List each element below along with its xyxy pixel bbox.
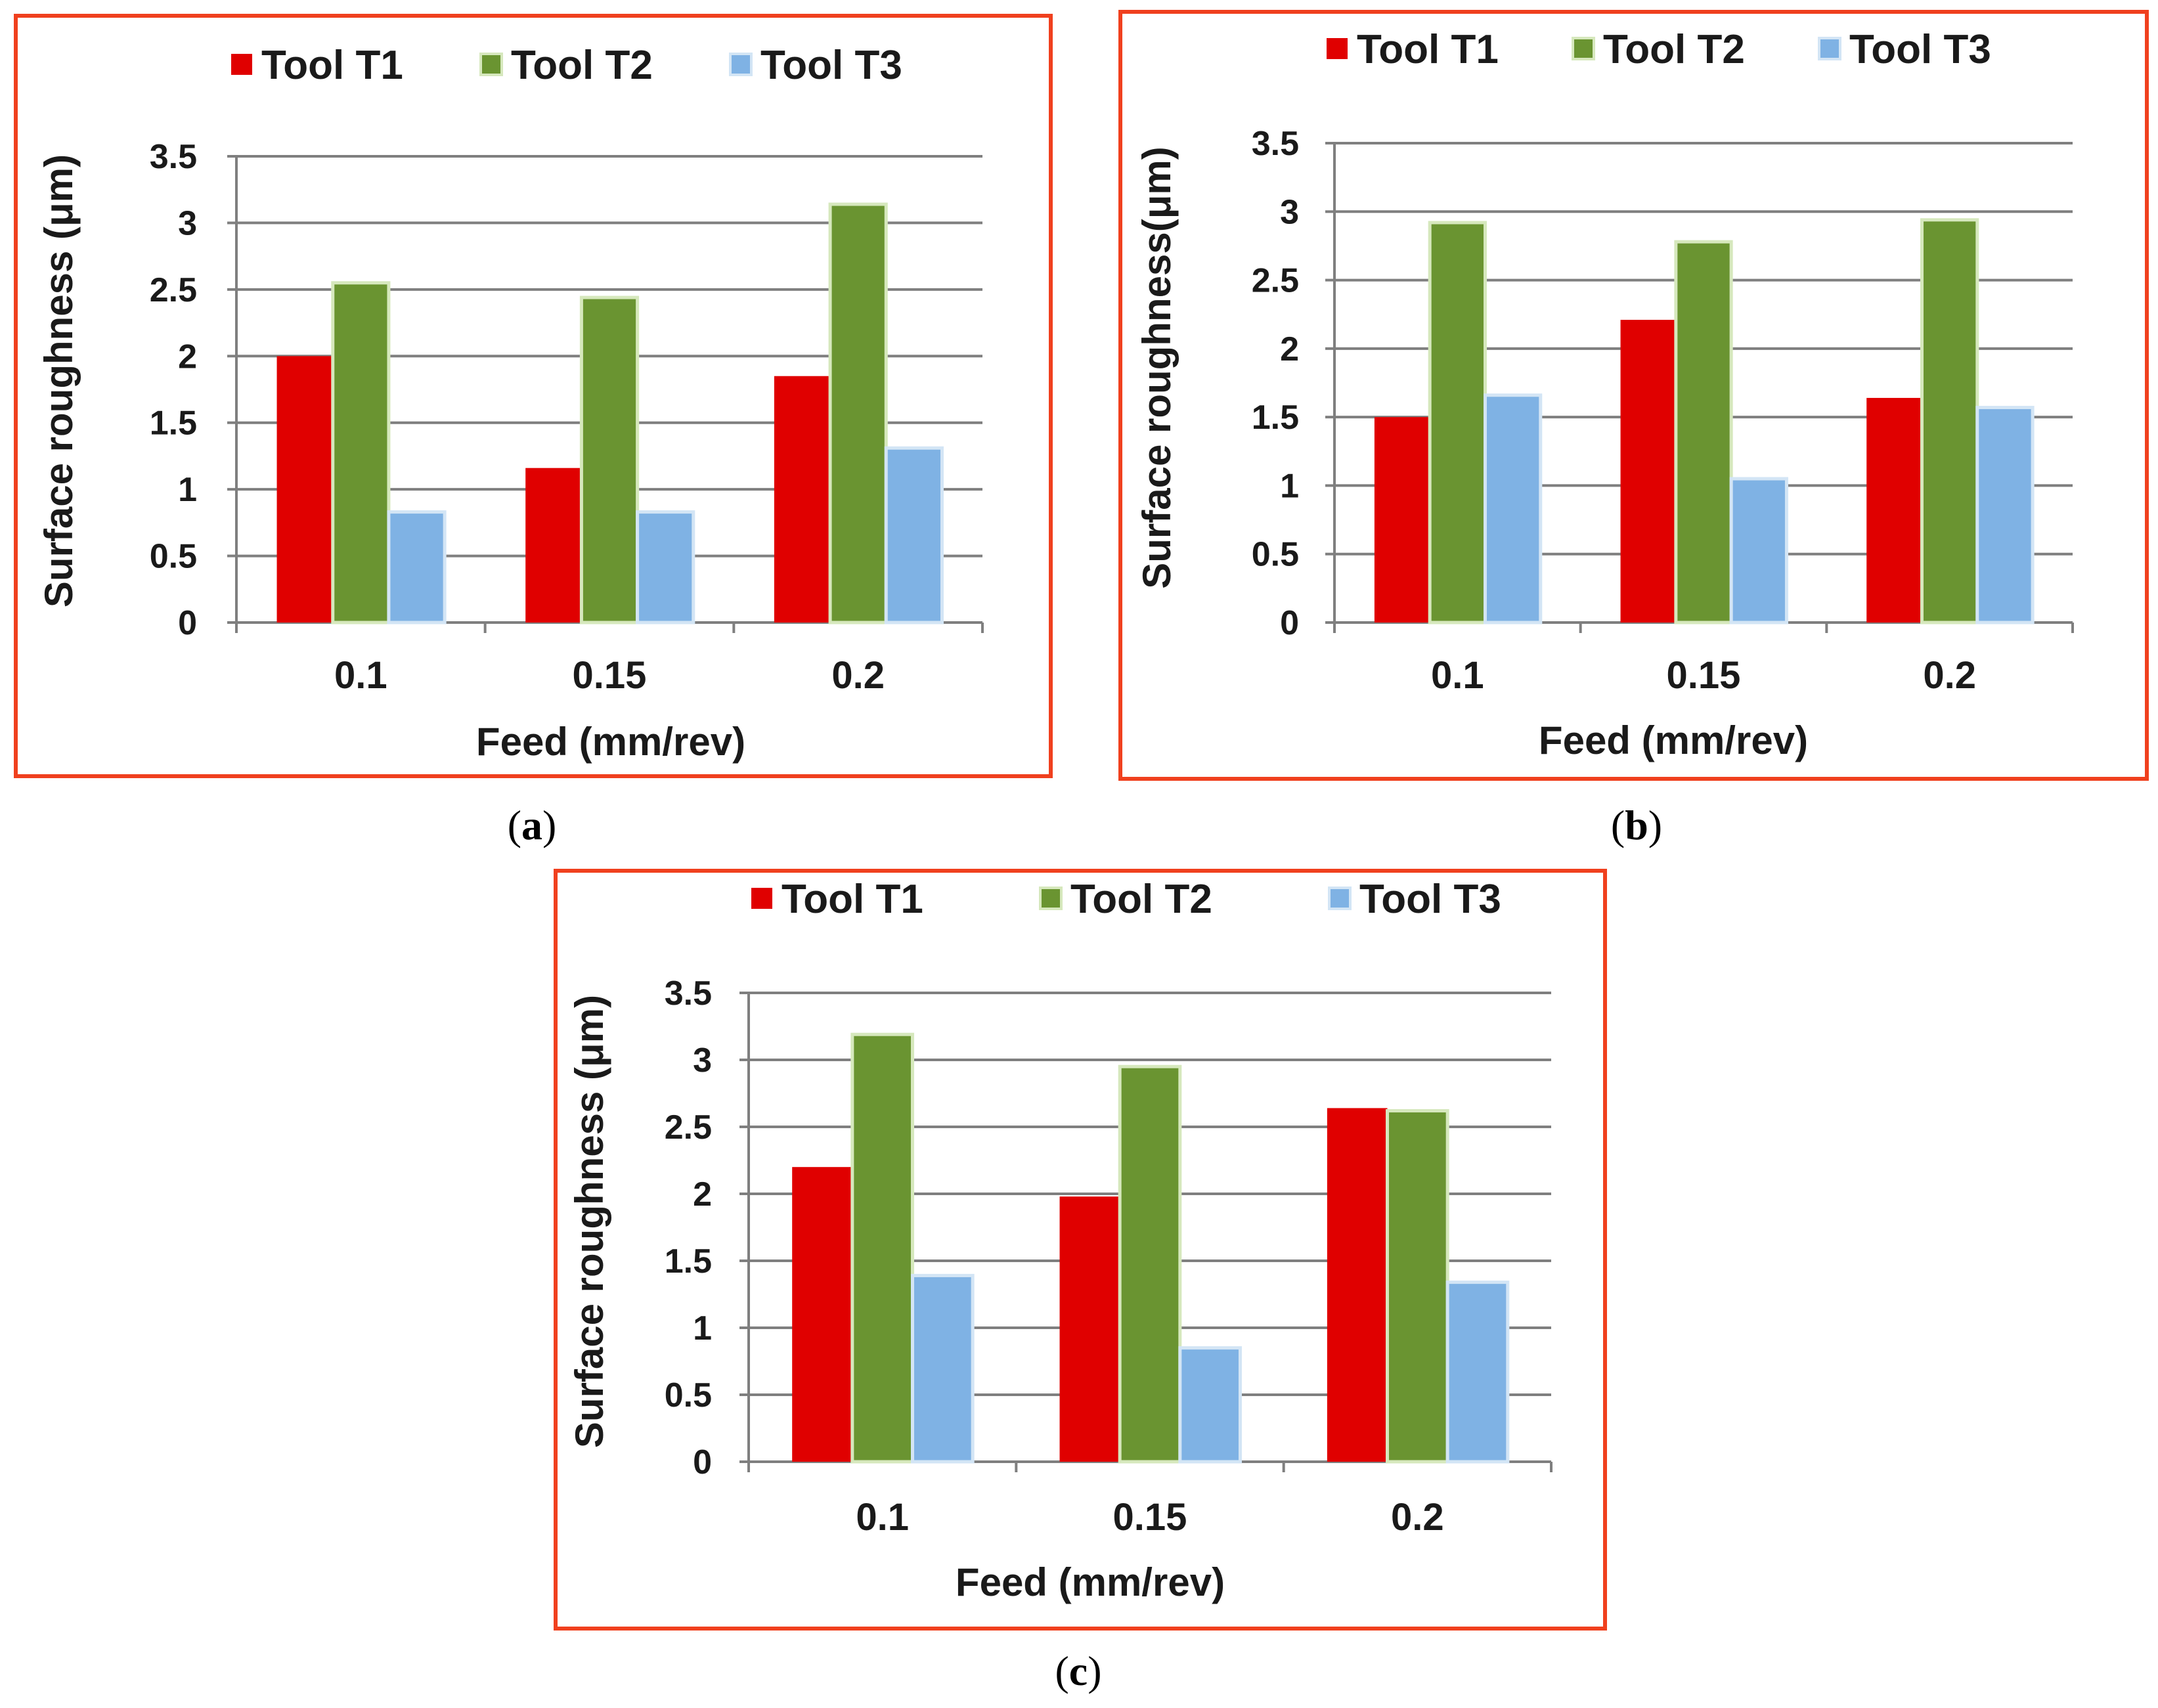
panel-c-legend-label-2: Tool T2 bbox=[1070, 877, 1212, 922]
panel-a-legend-swatch-3 bbox=[729, 53, 753, 76]
panel-a-frame bbox=[14, 14, 1053, 778]
panel-c-legend-label-1: Tool T1 bbox=[782, 877, 923, 922]
panel-c-y-tick-label: 1 bbox=[693, 1309, 712, 1347]
panel-b-y-tick-label: 0 bbox=[1280, 604, 1299, 642]
panel-a-y-tick-label: 1.5 bbox=[150, 405, 197, 443]
panel-b-legend-label-3: Tool T3 bbox=[1849, 27, 1991, 72]
panel-c-y-tick-label: 2.5 bbox=[665, 1108, 712, 1147]
panel-c-bar-tool-t2-0.1 bbox=[850, 1032, 914, 1464]
panel-a-y-tick-label: 0 bbox=[178, 604, 197, 642]
panel-a-caption: (a) bbox=[508, 802, 557, 848]
panel-a-y-tick-label: 3.5 bbox=[150, 138, 197, 176]
panel-b-bar-tool-t2-0.15 bbox=[1674, 240, 1733, 624]
panel-b-bar-tool-t3-0.1 bbox=[1483, 393, 1543, 624]
panel-b-bar-tool-t1-0.1 bbox=[1374, 417, 1430, 623]
panel-c-y-tick-label: 0.5 bbox=[665, 1376, 712, 1414]
panel-a-legend-label-2: Tool T2 bbox=[511, 43, 653, 88]
panel-a-x-axis-label: Feed (mm/rev) bbox=[476, 720, 745, 764]
panel-c-legend-label-3: Tool T3 bbox=[1359, 877, 1501, 922]
panel-b-x-tick-label: 0.1 bbox=[1431, 654, 1484, 697]
panel-a-legend-swatch-1 bbox=[231, 54, 252, 75]
panel-a-bar-tool-t1-0.15 bbox=[525, 468, 582, 623]
panel-a-legend-label-1: Tool T1 bbox=[261, 43, 403, 88]
panel-c-legend-swatch-2 bbox=[1039, 887, 1063, 910]
panel-c-bar-tool-t3-0.2 bbox=[1445, 1281, 1510, 1464]
panel-a-bar-tool-t2-0.1 bbox=[331, 281, 391, 624]
panel-b-legend-swatch-1 bbox=[1327, 38, 1348, 59]
panel-b-y-tick-label: 3.5 bbox=[1252, 125, 1299, 163]
panel-a-bar-tool-t2-0.2 bbox=[828, 202, 888, 624]
panel-b-legend-swatch-3 bbox=[1818, 37, 1841, 60]
panel-a-y-tick-label: 2 bbox=[178, 338, 197, 376]
panel-c-x-tick-label: 0.1 bbox=[856, 1496, 909, 1539]
panel-c-x-tick-label: 0.2 bbox=[1391, 1496, 1444, 1539]
panel-b-y-tick-label: 3 bbox=[1280, 193, 1299, 231]
panel-c-caption: (c) bbox=[1055, 1648, 1101, 1694]
panel-a-bar-tool-t3-0.2 bbox=[884, 446, 944, 624]
panel-c-legend-swatch-1 bbox=[751, 888, 772, 909]
panel-b-x-axis-label: Feed (mm/rev) bbox=[1539, 718, 1808, 762]
panel-c-bar-tool-t1-0.15 bbox=[1059, 1196, 1120, 1462]
panel-c-bar-tool-t3-0.1 bbox=[910, 1273, 975, 1464]
panel-a-y-tick-label: 3 bbox=[178, 204, 197, 242]
panel-b-y-axis-label: Surface roughness(μm) bbox=[1135, 146, 1179, 589]
panel-c-y-tick-label: 2 bbox=[693, 1175, 712, 1214]
panel-a-legend-swatch-2 bbox=[479, 53, 503, 76]
panel-b-y-tick-label: 0.5 bbox=[1252, 536, 1299, 574]
panel-a-y-tick-label: 2.5 bbox=[150, 271, 197, 309]
panel-a-y-tick-label: 0.5 bbox=[150, 538, 197, 576]
panel-a: 0 0.5 1 1.5 2 2.5 3 3.5 0.1 0.15 0.2 Tool T1 Tool T2… bbox=[14, 14, 1053, 848]
panel-c-x-tick-label: 0.15 bbox=[1113, 1496, 1187, 1539]
panel-c-bar-tool-t2-0.15 bbox=[1118, 1064, 1182, 1464]
panel-b-caption: (b) bbox=[1611, 802, 1662, 848]
panel-c: 0 0.5 1 1.5 2 2.5 3 3.5 0.1 0.15 0.2 Tool T1 Tool T2… bbox=[554, 869, 1607, 1694]
panel-a-bar-tool-t3-0.1 bbox=[387, 510, 447, 624]
panel-b-bar-tool-t3-0.15 bbox=[1729, 477, 1788, 624]
panel-c-y-tick-label: 3.5 bbox=[665, 974, 712, 1013]
panel-b-legend-label-2: Tool T2 bbox=[1603, 27, 1745, 72]
panel-b-legend-swatch-2 bbox=[1572, 37, 1595, 60]
panel-b-legend-label-1: Tool T1 bbox=[1357, 27, 1499, 72]
panel-c-x-axis-label: Feed (mm/rev) bbox=[956, 1560, 1225, 1604]
panel-a-x-tick-label: 0.1 bbox=[334, 654, 387, 697]
panel-a-y-tick-label: 1 bbox=[178, 471, 197, 509]
panel-c-y-axis-label: Surface roughness (μm) bbox=[567, 995, 611, 1448]
panel-b-bar-tool-t1-0.2 bbox=[1866, 397, 1922, 623]
panel-b-bar-tool-t3-0.2 bbox=[1975, 406, 2035, 624]
panel-b-y-tick-label: 1 bbox=[1280, 467, 1299, 505]
panel-c-y-tick-label: 3 bbox=[693, 1041, 712, 1080]
panel-b: 0 0.5 1 1.5 2 2.5 3 3.5 0.1 0.15 0.2 Tool T1 Tool T2… bbox=[1118, 10, 2149, 848]
panel-a-bar-tool-t3-0.15 bbox=[636, 510, 695, 624]
panel-c-y-tick-label: 0 bbox=[693, 1443, 712, 1481]
panel-c-y-tick-label: 1.5 bbox=[665, 1242, 712, 1281]
panel-b-y-tick-label: 2.5 bbox=[1252, 262, 1299, 300]
panel-b-bar-tool-t2-0.2 bbox=[1920, 218, 1979, 624]
panel-a-y-axis-label: Surface roughness (μm) bbox=[37, 154, 81, 607]
panel-c-bar-tool-t2-0.2 bbox=[1386, 1109, 1449, 1464]
panel-b-bar-tool-t1-0.15 bbox=[1620, 320, 1676, 623]
panel-a-legend-label-3: Tool T3 bbox=[760, 43, 902, 88]
panel-b-y-tick-label: 1.5 bbox=[1252, 399, 1299, 437]
panel-b-x-tick-label: 0.15 bbox=[1667, 654, 1741, 697]
panel-a-bar-tool-t1-0.2 bbox=[774, 376, 831, 623]
panel-c-bar-tool-t1-0.2 bbox=[1327, 1108, 1388, 1462]
panel-a-x-tick-label: 0.15 bbox=[573, 654, 647, 697]
panel-a-x-tick-label: 0.2 bbox=[831, 654, 885, 697]
panel-a-bar-tool-t1-0.1 bbox=[276, 356, 333, 623]
panel-b-bar-tool-t2-0.1 bbox=[1428, 221, 1487, 624]
panel-c-legend-swatch-3 bbox=[1328, 887, 1352, 910]
panel-a-bar-tool-t2-0.15 bbox=[579, 296, 640, 624]
panel-b-x-tick-label: 0.2 bbox=[1923, 654, 1976, 697]
panel-c-bar-tool-t3-0.15 bbox=[1178, 1346, 1242, 1464]
panel-b-y-tick-label: 2 bbox=[1280, 330, 1299, 368]
panel-c-bar-tool-t1-0.1 bbox=[792, 1167, 852, 1462]
